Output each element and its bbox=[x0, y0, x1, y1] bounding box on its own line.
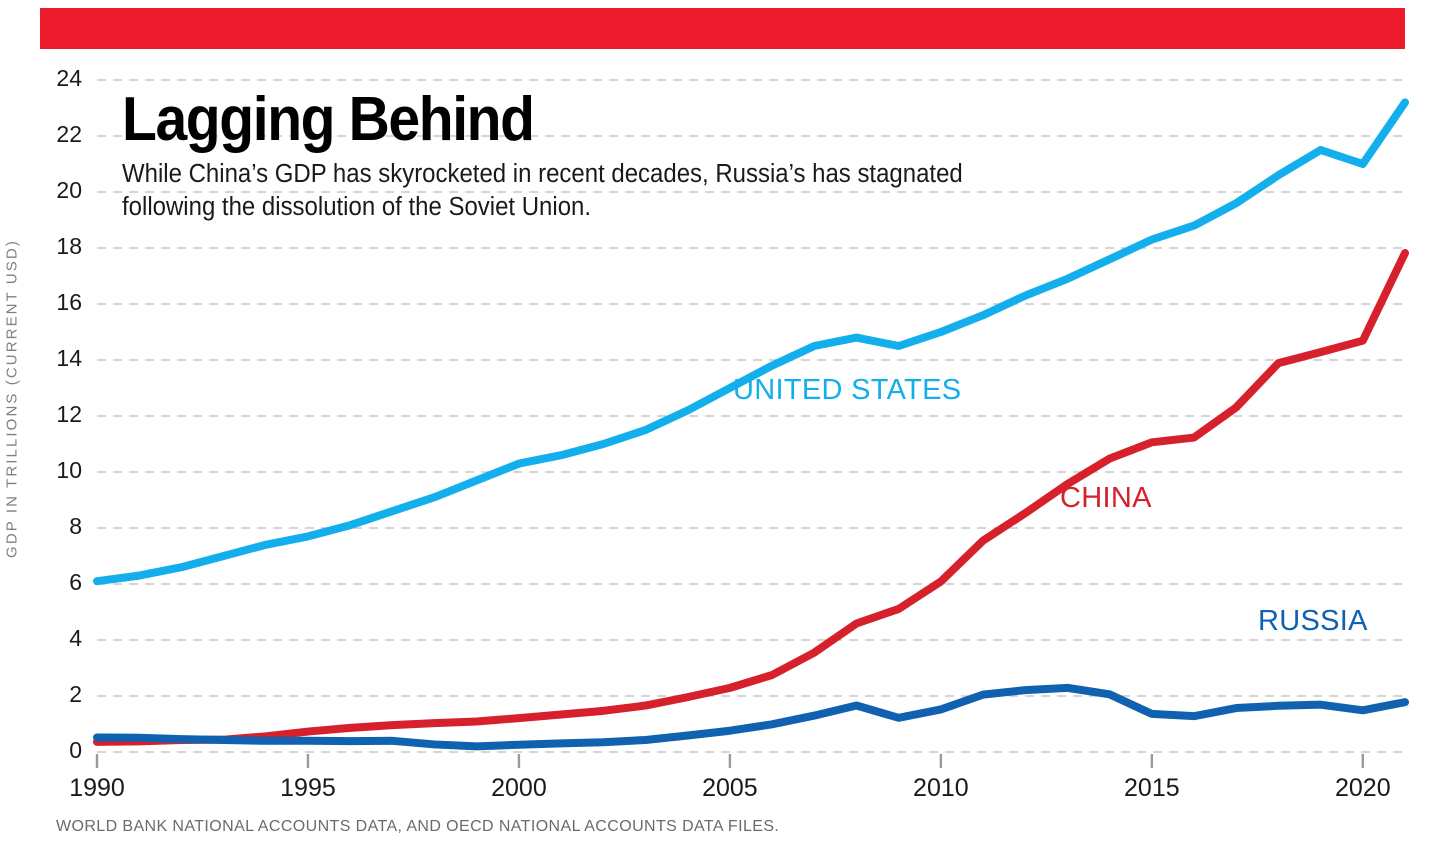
series-label-china: CHINA bbox=[1060, 482, 1152, 514]
y-tick-label: 2 bbox=[69, 681, 82, 707]
x-tick-label: 2010 bbox=[913, 774, 969, 802]
y-tick-label: 16 bbox=[56, 289, 82, 315]
y-tick-label: 6 bbox=[69, 569, 82, 595]
series-label-united-states: UNITED STATES bbox=[733, 374, 962, 406]
x-tick-label: 1990 bbox=[69, 774, 125, 802]
gridlines-group bbox=[97, 79, 1405, 753]
y-tick-label: 14 bbox=[56, 345, 82, 371]
y-tick-label: 12 bbox=[56, 401, 82, 427]
x-tick-label: 2015 bbox=[1124, 774, 1180, 802]
y-tick-label: 4 bbox=[69, 625, 82, 651]
x-tick-label: 2000 bbox=[491, 774, 547, 802]
y-tick-label: 10 bbox=[56, 457, 82, 483]
x-tick-label: 2020 bbox=[1334, 774, 1391, 802]
title-block: Lagging Behind While China’s GDP has sky… bbox=[122, 88, 1022, 224]
source-note: WORLD BANK NATIONAL ACCOUNTS DATA, AND O… bbox=[56, 818, 780, 835]
series-line-china bbox=[93, 249, 1409, 746]
x-tick-label: 1995 bbox=[280, 774, 336, 802]
x-tickmarks-group bbox=[95, 754, 1365, 768]
series-label-russia: RUSSIA bbox=[1258, 605, 1368, 637]
top-red-banner bbox=[40, 8, 1405, 49]
y-tick-label: 8 bbox=[69, 513, 82, 539]
y-tick-label: 22 bbox=[56, 121, 82, 147]
x-tick-label: 2005 bbox=[702, 774, 758, 802]
page-title: Lagging Behind bbox=[122, 85, 535, 154]
y-tick-label: 0 bbox=[69, 737, 82, 763]
series-line-united-states bbox=[93, 98, 1409, 586]
y-tick-label: 20 bbox=[56, 177, 82, 203]
y-tick-label: 18 bbox=[56, 233, 82, 259]
series-lines-group bbox=[93, 98, 1409, 751]
page-subtitle: While China’s GDP has skyrocketed in rec… bbox=[122, 160, 963, 221]
series-line-russia bbox=[93, 683, 1409, 751]
y-tick-label: 24 bbox=[56, 65, 82, 91]
